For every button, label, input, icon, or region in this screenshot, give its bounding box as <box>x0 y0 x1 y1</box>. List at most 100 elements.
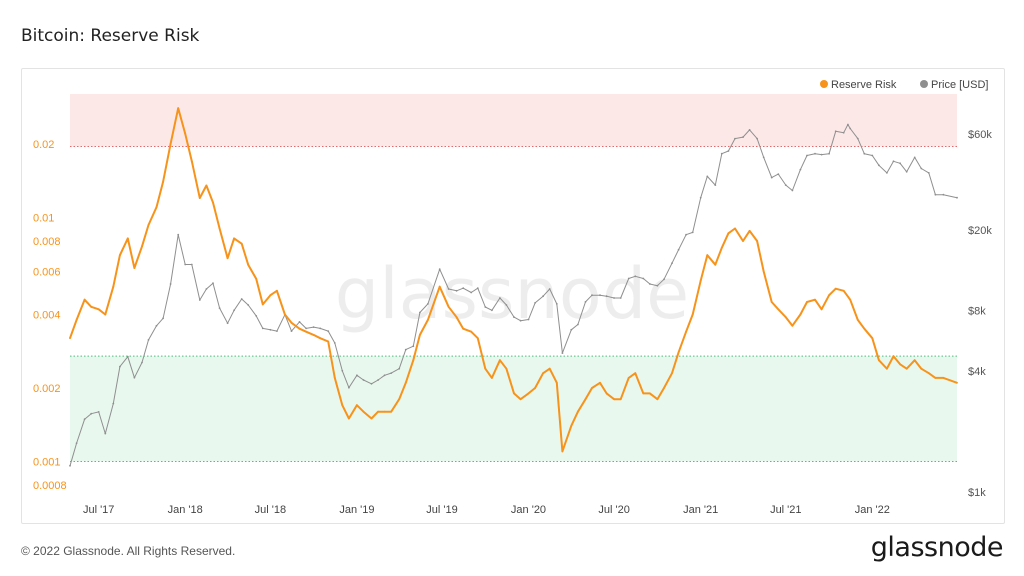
price-point <box>233 309 236 312</box>
price-point <box>663 278 665 281</box>
price-point <box>920 167 923 170</box>
price-point <box>276 330 278 332</box>
reserve-risk-point <box>370 417 373 420</box>
price-point <box>90 412 93 415</box>
price-point <box>327 330 330 332</box>
price-point <box>605 295 608 298</box>
reserve-risk-point <box>247 263 250 266</box>
price-point <box>934 193 937 196</box>
price-point <box>863 152 866 155</box>
price-point <box>842 131 845 134</box>
legend: Reserve Risk Price [USD] <box>820 79 988 91</box>
left-tick-label: 0.006 <box>33 267 61 279</box>
reserve-risk-point <box>419 334 421 336</box>
price-point <box>542 295 544 298</box>
reserve-risk-point <box>828 294 830 297</box>
reserve-risk-point <box>727 232 730 235</box>
reserve-risk-point <box>542 372 544 375</box>
chart-panel <box>21 68 1005 524</box>
price-point <box>847 123 849 126</box>
reserve-risk-point <box>261 303 264 306</box>
price-point <box>671 262 673 265</box>
price-point <box>198 299 201 301</box>
reserve-risk-point <box>742 240 744 242</box>
price-point <box>770 176 773 179</box>
price-point <box>619 297 622 299</box>
price-line <box>69 124 958 466</box>
price-point <box>427 303 429 305</box>
price-point <box>649 283 651 285</box>
reserve-risk-point <box>290 321 293 324</box>
price-point <box>756 137 758 140</box>
price-point <box>491 309 493 312</box>
reserve-risk-point <box>878 359 880 362</box>
reserve-risk-point <box>548 367 551 370</box>
reserve-risk-point <box>119 254 121 257</box>
price-point <box>298 321 301 323</box>
reserve-risk-point <box>706 254 709 257</box>
reserve-risk-point <box>634 372 637 375</box>
price-point <box>806 154 808 157</box>
reserve-risk-point <box>205 184 208 187</box>
reserve-risk-point <box>920 367 923 370</box>
legend-price-label: Price [USD] <box>931 79 988 91</box>
reserve-risk-point <box>398 398 401 401</box>
x-tick-label: Jul '18 <box>255 504 286 516</box>
reserve-risk-point <box>427 319 429 321</box>
right-tick-label: $1k <box>968 487 986 499</box>
price-point <box>404 348 407 351</box>
reserve-risk-point <box>447 305 450 308</box>
reserve-risk-point <box>377 410 379 413</box>
reserve-risk-point <box>927 372 930 375</box>
reserve-risk-point <box>806 301 808 303</box>
price-point <box>927 172 930 174</box>
price-point <box>762 156 765 159</box>
reserve-risk-point <box>591 387 593 389</box>
price-point <box>261 327 264 330</box>
price-point <box>341 369 344 372</box>
price-point <box>519 319 522 322</box>
reserve-risk-point <box>820 308 823 311</box>
reserve-risk-point <box>814 298 816 301</box>
price-point <box>642 277 645 280</box>
left-tick-label: 0.008 <box>33 236 61 248</box>
left-tick-label: 0.001 <box>33 457 61 469</box>
price-point <box>356 374 358 377</box>
price-point <box>470 291 473 294</box>
price-point <box>561 352 564 354</box>
reserve-risk-point <box>162 180 165 183</box>
reserve-risk-point <box>677 351 680 354</box>
reserve-risk-point <box>756 240 758 242</box>
price-point <box>419 311 421 314</box>
price-point <box>956 196 958 199</box>
reserve-risk-point <box>276 289 278 292</box>
reserve-risk-point <box>404 381 407 384</box>
price-point <box>513 316 515 318</box>
reserve-risk-point <box>90 305 93 308</box>
reserve-risk-point <box>619 398 622 401</box>
reserve-risk-point <box>720 246 723 249</box>
reserve-risk-point <box>141 245 143 248</box>
price-point <box>305 327 307 330</box>
price-point <box>727 150 730 152</box>
price-point <box>383 374 386 377</box>
price-point <box>83 418 86 421</box>
reserve-risk-point <box>390 410 393 413</box>
reserve-risk-point <box>462 327 465 330</box>
reserve-risk-point <box>455 316 458 319</box>
price-point <box>548 288 551 290</box>
price-point <box>162 317 165 320</box>
price-point <box>814 152 816 155</box>
reserve-risk-point <box>491 377 493 379</box>
price-point <box>104 432 107 435</box>
reserve-risk-point <box>83 298 86 301</box>
reserve-risk-point <box>784 316 787 319</box>
reserve-risk-point <box>133 267 136 269</box>
reserve-risk-point <box>319 337 322 340</box>
price-point <box>133 376 136 379</box>
reserve-risk-point <box>470 330 473 333</box>
reserve-risk-point <box>770 301 773 303</box>
reserve-risk-point <box>104 313 107 316</box>
reserve-risk-series <box>69 107 958 453</box>
